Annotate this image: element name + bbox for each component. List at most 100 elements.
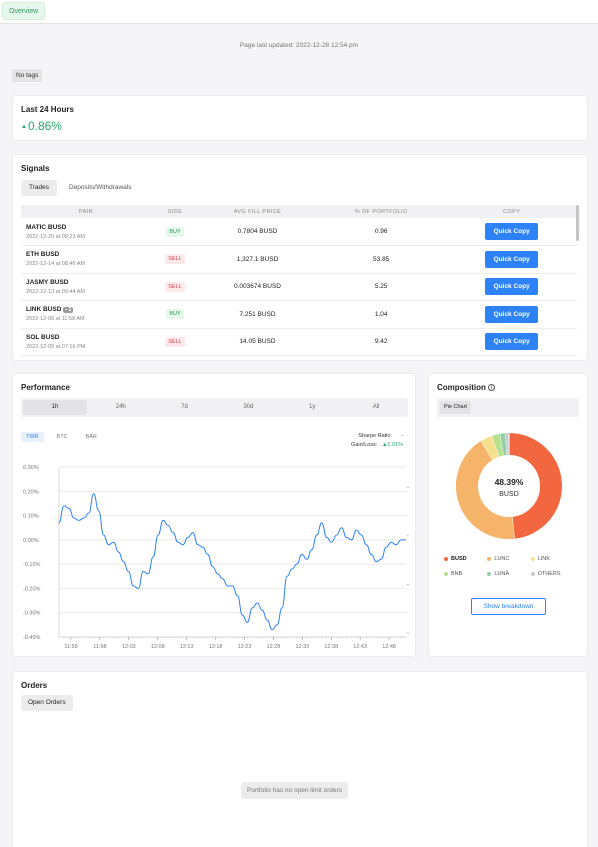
sharpe-label: Sharpe Ratio: [358, 433, 392, 439]
gain-label: Gain/Loss: [351, 442, 378, 448]
legend-item-bnb[interactable]: BNB [444, 571, 487, 577]
donut-center-pct: 48.39% [495, 477, 524, 487]
tab-open-orders[interactable]: Open Orders [21, 695, 73, 711]
mode-twr[interactable]: TWR [21, 432, 44, 442]
last-24-hours-pct: 0.86% [27, 119, 62, 133]
y-tick-label: 0.20% [23, 489, 39, 495]
avg-fill-price: 0.7804 BUSD [198, 218, 317, 246]
composition-legend: BUSD LUNC LINK BNB LUNA OTHERS [444, 556, 574, 577]
x-tick-label: 12:33 [295, 644, 309, 649]
pie-slice-link [481, 435, 500, 460]
legend-swatch [444, 557, 448, 561]
column-header[interactable]: % OF PORTFOLIO [316, 205, 447, 218]
x-tick-label: 11:58 [64, 644, 77, 649]
performance-line-chart: 0.30% 0.20% 0.10% 0.00% -0.10% -0.20% -0.30% -0… [23, 465, 409, 649]
last-24-hours-card: Last 24 Hours ▲0.86% [12, 95, 588, 141]
chat-icon: ▪ [65, 307, 68, 314]
chart-mode-selector: TWR BTC BAR [21, 432, 110, 442]
column-header[interactable]: SIDE [151, 205, 199, 218]
quick-copy-button[interactable]: Quick Copy [485, 223, 539, 240]
pie-slice-luna [500, 433, 508, 456]
card-title: Orders [21, 681, 48, 690]
signals-tabs: Trades Deposits/Withdrawals [21, 180, 144, 196]
pair-name: SOL BUSD [26, 333, 60, 341]
tab-trades[interactable]: Trades [21, 180, 57, 196]
range-1h[interactable]: 1h [23, 400, 87, 415]
range-1y[interactable]: 1y [309, 404, 316, 410]
legend-item-link[interactable]: LINK [530, 556, 574, 562]
quick-copy-button[interactable]: Quick Copy [485, 278, 539, 296]
x-tick-label: 12:18 [209, 644, 223, 649]
quick-copy-button[interactable]: Quick Copy [485, 333, 539, 351]
gain-value: ▲0.01% [382, 442, 403, 448]
range-24h[interactable]: 24h [115, 404, 126, 410]
range-all[interactable]: All [372, 404, 380, 410]
quick-copy-button[interactable]: Quick Copy [485, 305, 539, 323]
table-scrollbar[interactable] [576, 205, 579, 241]
legend-swatch [530, 572, 535, 576]
legend-item-others[interactable]: OTHERS [530, 571, 574, 577]
series-line [58, 493, 406, 631]
x-tick-label: 12:38 [324, 644, 338, 649]
performance-stats: Sharpe Ratio: - Gain/Loss: ▲0.01% [351, 432, 403, 450]
info-icon[interactable]: i [487, 384, 495, 392]
empty-orders-message: Portfolio has no open limit orders [241, 782, 349, 799]
legend-label: LUNC [494, 556, 510, 562]
pair-name: JASMY BUSD [26, 278, 69, 286]
series-point [58, 522, 60, 524]
y-tick-label: -0.40% [23, 635, 41, 641]
tab-pie-chart[interactable]: Pie Chart [440, 401, 471, 414]
last-24-hours-value: ▲0.86% [21, 119, 62, 133]
table-row: LINK BUSD ▪ 2 2022-12-06 at 11:58 AM BUY 7… [21, 300, 577, 329]
y-tick-label: -0.10% [23, 562, 41, 568]
range-30d[interactable]: 30d [243, 404, 254, 410]
tab-deposits-withdrawals[interactable]: Deposits/Withdrawals [69, 184, 132, 191]
x-tick-label: 12:48 [382, 644, 396, 649]
legend-item-busd[interactable]: BUSD [444, 556, 487, 562]
column-header[interactable]: AVG FILL PRICE [198, 205, 317, 218]
pair-name: LINK BUSD ▪ 2 [26, 306, 151, 314]
side-badge: SELL [165, 336, 185, 347]
trade-date: 2022-12-14 at 08:46 AM [26, 261, 86, 268]
avg-fill-price: 14.05 BUSD [198, 328, 317, 356]
legend-label: LINK [537, 556, 550, 562]
portfolio-pct: 1.04 [316, 300, 447, 329]
portfolio-pct: 5.25 [316, 273, 447, 301]
trade-date: 2022-12-06 at 11:58 AM [26, 316, 85, 323]
composition-donut-chart: 48.39% BUSD [456, 433, 562, 539]
tab-overview[interactable]: Overview [2, 2, 46, 20]
signals-card: Signals Trades Deposits/Withdrawals PAIR… [12, 154, 588, 361]
orders-card: Orders Open Orders Portfolio has no open… [12, 671, 588, 847]
mode-bar[interactable]: BAR [85, 434, 97, 440]
x-tick-label: 12:23 [238, 644, 252, 649]
pair-name-text: LINK BUSD [26, 306, 62, 314]
tags-badge[interactable]: No tags [12, 69, 43, 82]
table-row: MATIC BUSD 2022-12-20 at 09:23 AM BUY 0.7… [21, 218, 577, 246]
y-tick-label: -0.20% [23, 586, 41, 592]
avg-fill-price: 0.003674 BUSD [198, 273, 317, 301]
x-tick-label: 12:43 [353, 644, 367, 649]
performance-card: Performance 1h 24h 7d 30d 1y All TWR BTC… [12, 373, 416, 657]
avg-fill-price: 1,327.1 BUSD [198, 245, 317, 274]
range-7d[interactable]: 7d [181, 404, 188, 410]
chart-type-tabs: Pie Chart [437, 398, 579, 417]
chat-count-badge[interactable]: ▪ 2 [63, 307, 74, 314]
gain-value-text: 0.01% [387, 442, 403, 448]
side-badge: BUY [166, 226, 184, 237]
range-selector: 1h 24h 7d 30d 1y All [21, 398, 408, 417]
show-breakdown-button[interactable]: Show breakdown [471, 598, 546, 615]
legend-swatch [444, 572, 448, 576]
legend-item-luna[interactable]: LUNA [487, 571, 530, 577]
y-tick-label: 0.10% [23, 514, 39, 520]
composition-title: Composition [437, 383, 486, 392]
column-header: COPY [446, 205, 577, 218]
legend-item-lunc[interactable]: LUNC [487, 556, 530, 562]
quick-copy-button[interactable]: Quick Copy [485, 250, 539, 268]
pair-name: ETH BUSD [26, 251, 60, 259]
legend-label: OTHERS [537, 571, 561, 577]
column-header[interactable]: PAIR [21, 205, 151, 218]
trade-date: 2022-12-05 at 07:16 PM [26, 343, 86, 350]
up-arrow-icon: ▲ [381, 442, 388, 448]
mode-btc[interactable]: BTC [56, 434, 68, 440]
legend-swatch [530, 557, 535, 561]
